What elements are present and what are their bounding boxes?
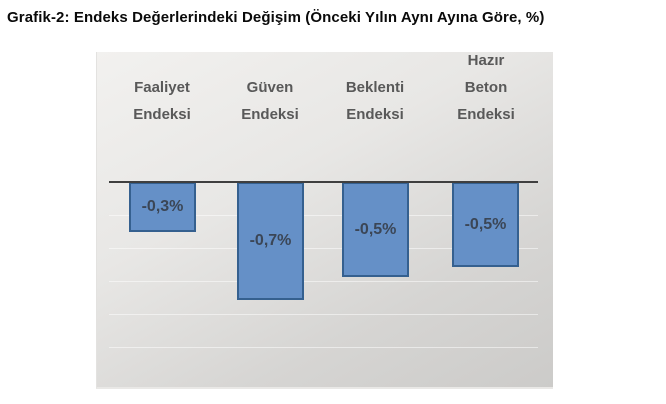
zero-axis-line <box>109 181 538 183</box>
chart-plot-area: Faaliyet Endeksi Güven Endeksi Beklenti … <box>96 52 553 389</box>
category-label-faaliyet-endeksi: Faaliyet Endeksi <box>133 79 191 123</box>
category-label-hazir-beton-endeksi: Hazır Beton Endeksi <box>457 52 515 123</box>
bar-value-label: -0,7% <box>249 232 292 249</box>
bar-value-label: -0,5% <box>464 215 507 233</box>
bar-beklenti-endeksi: -0,5% <box>342 182 409 277</box>
gridline <box>109 347 538 348</box>
gridline <box>109 248 538 249</box>
bar-guven-endeksi: -0,7% <box>237 182 304 300</box>
bar-faaliyet-endeksi: -0,3% <box>129 182 196 232</box>
category-label-guven-endeksi: Güven Endeksi <box>241 79 299 123</box>
bar-value-label: -0,3% <box>141 198 184 215</box>
bar-value-label: -0,5% <box>354 220 397 238</box>
bar-hazir-beton-endeksi: -0,5% <box>452 182 519 267</box>
gridline <box>109 281 538 282</box>
gridline <box>109 215 538 216</box>
gridline <box>109 314 538 315</box>
chart-title: Grafik-2: Endeks Değerlerindeki Değişim … <box>7 9 545 26</box>
category-label-beklenti-endeksi: Beklenti Endeksi <box>345 79 405 123</box>
